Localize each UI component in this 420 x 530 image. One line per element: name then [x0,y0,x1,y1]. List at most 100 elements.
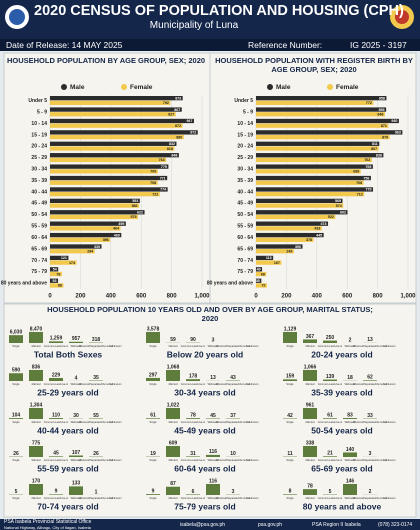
bar [303,370,317,381]
category-label: Single [12,458,20,462]
value-label: 8 [289,489,292,495]
bar [256,203,344,208]
header: 2020 CENSUS OF POPULATION AND HOUSING (C… [0,0,420,51]
value-label: 807 [371,147,377,151]
bar [50,157,167,163]
value-label: 838 [376,153,382,157]
value-label: 116 [209,449,217,455]
bar [50,249,95,254]
category-label: Unknown [248,496,259,500]
value-label: 1,304 [30,402,43,408]
bar [256,146,379,151]
value-label: 62 [367,375,373,381]
section-background [3,303,417,518]
legend-swatch [327,84,333,90]
category-label: Widowed [71,496,82,500]
value-label: 61 [327,413,333,419]
bar [256,169,361,174]
category-label: Widowed [208,496,219,500]
category-label: Common-Law/Live-in [318,496,343,500]
value-label: 174 [69,261,75,265]
category-label: Unknown [385,382,396,386]
bar [50,123,183,128]
value-label: 178 [189,373,198,379]
value-label: 3 [212,337,215,343]
bar [50,198,140,204]
y-tick-label: 25 - 29 [237,155,253,161]
value-label: 769 [365,165,371,169]
y-tick-label: Under 5 [234,98,253,104]
value-label: 1,066 [304,364,317,370]
value-label: 1,129 [284,326,297,332]
value-label: 68 [261,272,265,276]
bar [256,210,348,215]
bar [29,408,43,419]
category-label: Divorced/Separated/Annulled [216,382,250,386]
value-label: 792 [163,101,169,105]
value-label: 104 [12,412,21,418]
x-tick-label: 1,000 [400,294,416,300]
value-label: 133 [72,481,81,487]
bar [256,214,336,220]
value-label: 2 [369,489,372,495]
value-label: 53 [53,279,57,283]
value-label: 622 [137,211,143,215]
bar [69,455,83,457]
bar [186,456,200,457]
y-tick-label: 40 - 44 [237,189,253,195]
bar [256,237,314,242]
category-label: Married [306,420,315,424]
bar [206,454,220,457]
bar [256,112,385,117]
footer-phone: (078) 323-0174 [378,522,413,528]
value-label: 21 [327,451,333,457]
category-label: Single [149,496,157,500]
bar [9,373,23,381]
value-label: 957 [72,336,81,342]
y-tick-label: 10 - 14 [31,121,47,127]
x-tick-label: 0 [48,294,52,300]
value-label: 772 [366,101,372,105]
value-label: 78 [307,483,313,489]
value-label: 26 [13,451,19,457]
category-label: Unknown [111,458,122,462]
panel-title: 70-74 years old [37,501,98,511]
value-label: 522 [328,215,334,219]
bar [343,484,357,495]
bar [206,484,220,495]
y-tick-label: 5 - 9 [243,109,253,115]
bar [166,370,180,381]
category-label: Unknown [111,382,122,386]
bar [256,180,364,185]
value-label: 708 [150,181,156,185]
category-label: Divorced/Separated/Annulled [216,420,250,424]
category-label: Unknown [248,344,259,348]
subtitle: Municipality of Luna [149,20,239,31]
category-label: Widowed [345,420,356,424]
value-label: 848 [377,113,383,117]
bar [256,198,343,204]
value-label: 139 [326,374,335,380]
bar [283,379,297,381]
bar [50,203,140,208]
bar [49,418,63,419]
bar [49,494,63,495]
category-label: Single [12,382,20,386]
x-tick-label: 400 [106,294,117,300]
category-label: Divorced/Separated/Annulled [79,420,113,424]
footer-address: National Highway, Alibagu, City of Ilaga… [4,524,91,530]
y-tick-label: 55 - 59 [237,224,253,230]
value-label: 1,259 [50,336,63,342]
value-label: 11 [287,451,293,457]
category-label: Divorced/Separated/Annulled [353,458,387,462]
value-label: 836 [32,364,41,370]
y-tick-label: 35 - 39 [237,178,253,184]
category-label: Single [149,420,157,424]
panel-title: 80 years and above [303,501,382,511]
bar [303,446,317,457]
category-label: Widowed [71,458,82,462]
bar [186,494,200,495]
value-label: 818 [167,147,173,151]
category-label: Divorced/Separated/Annulled [353,496,387,500]
value-label: 880 [176,135,182,139]
